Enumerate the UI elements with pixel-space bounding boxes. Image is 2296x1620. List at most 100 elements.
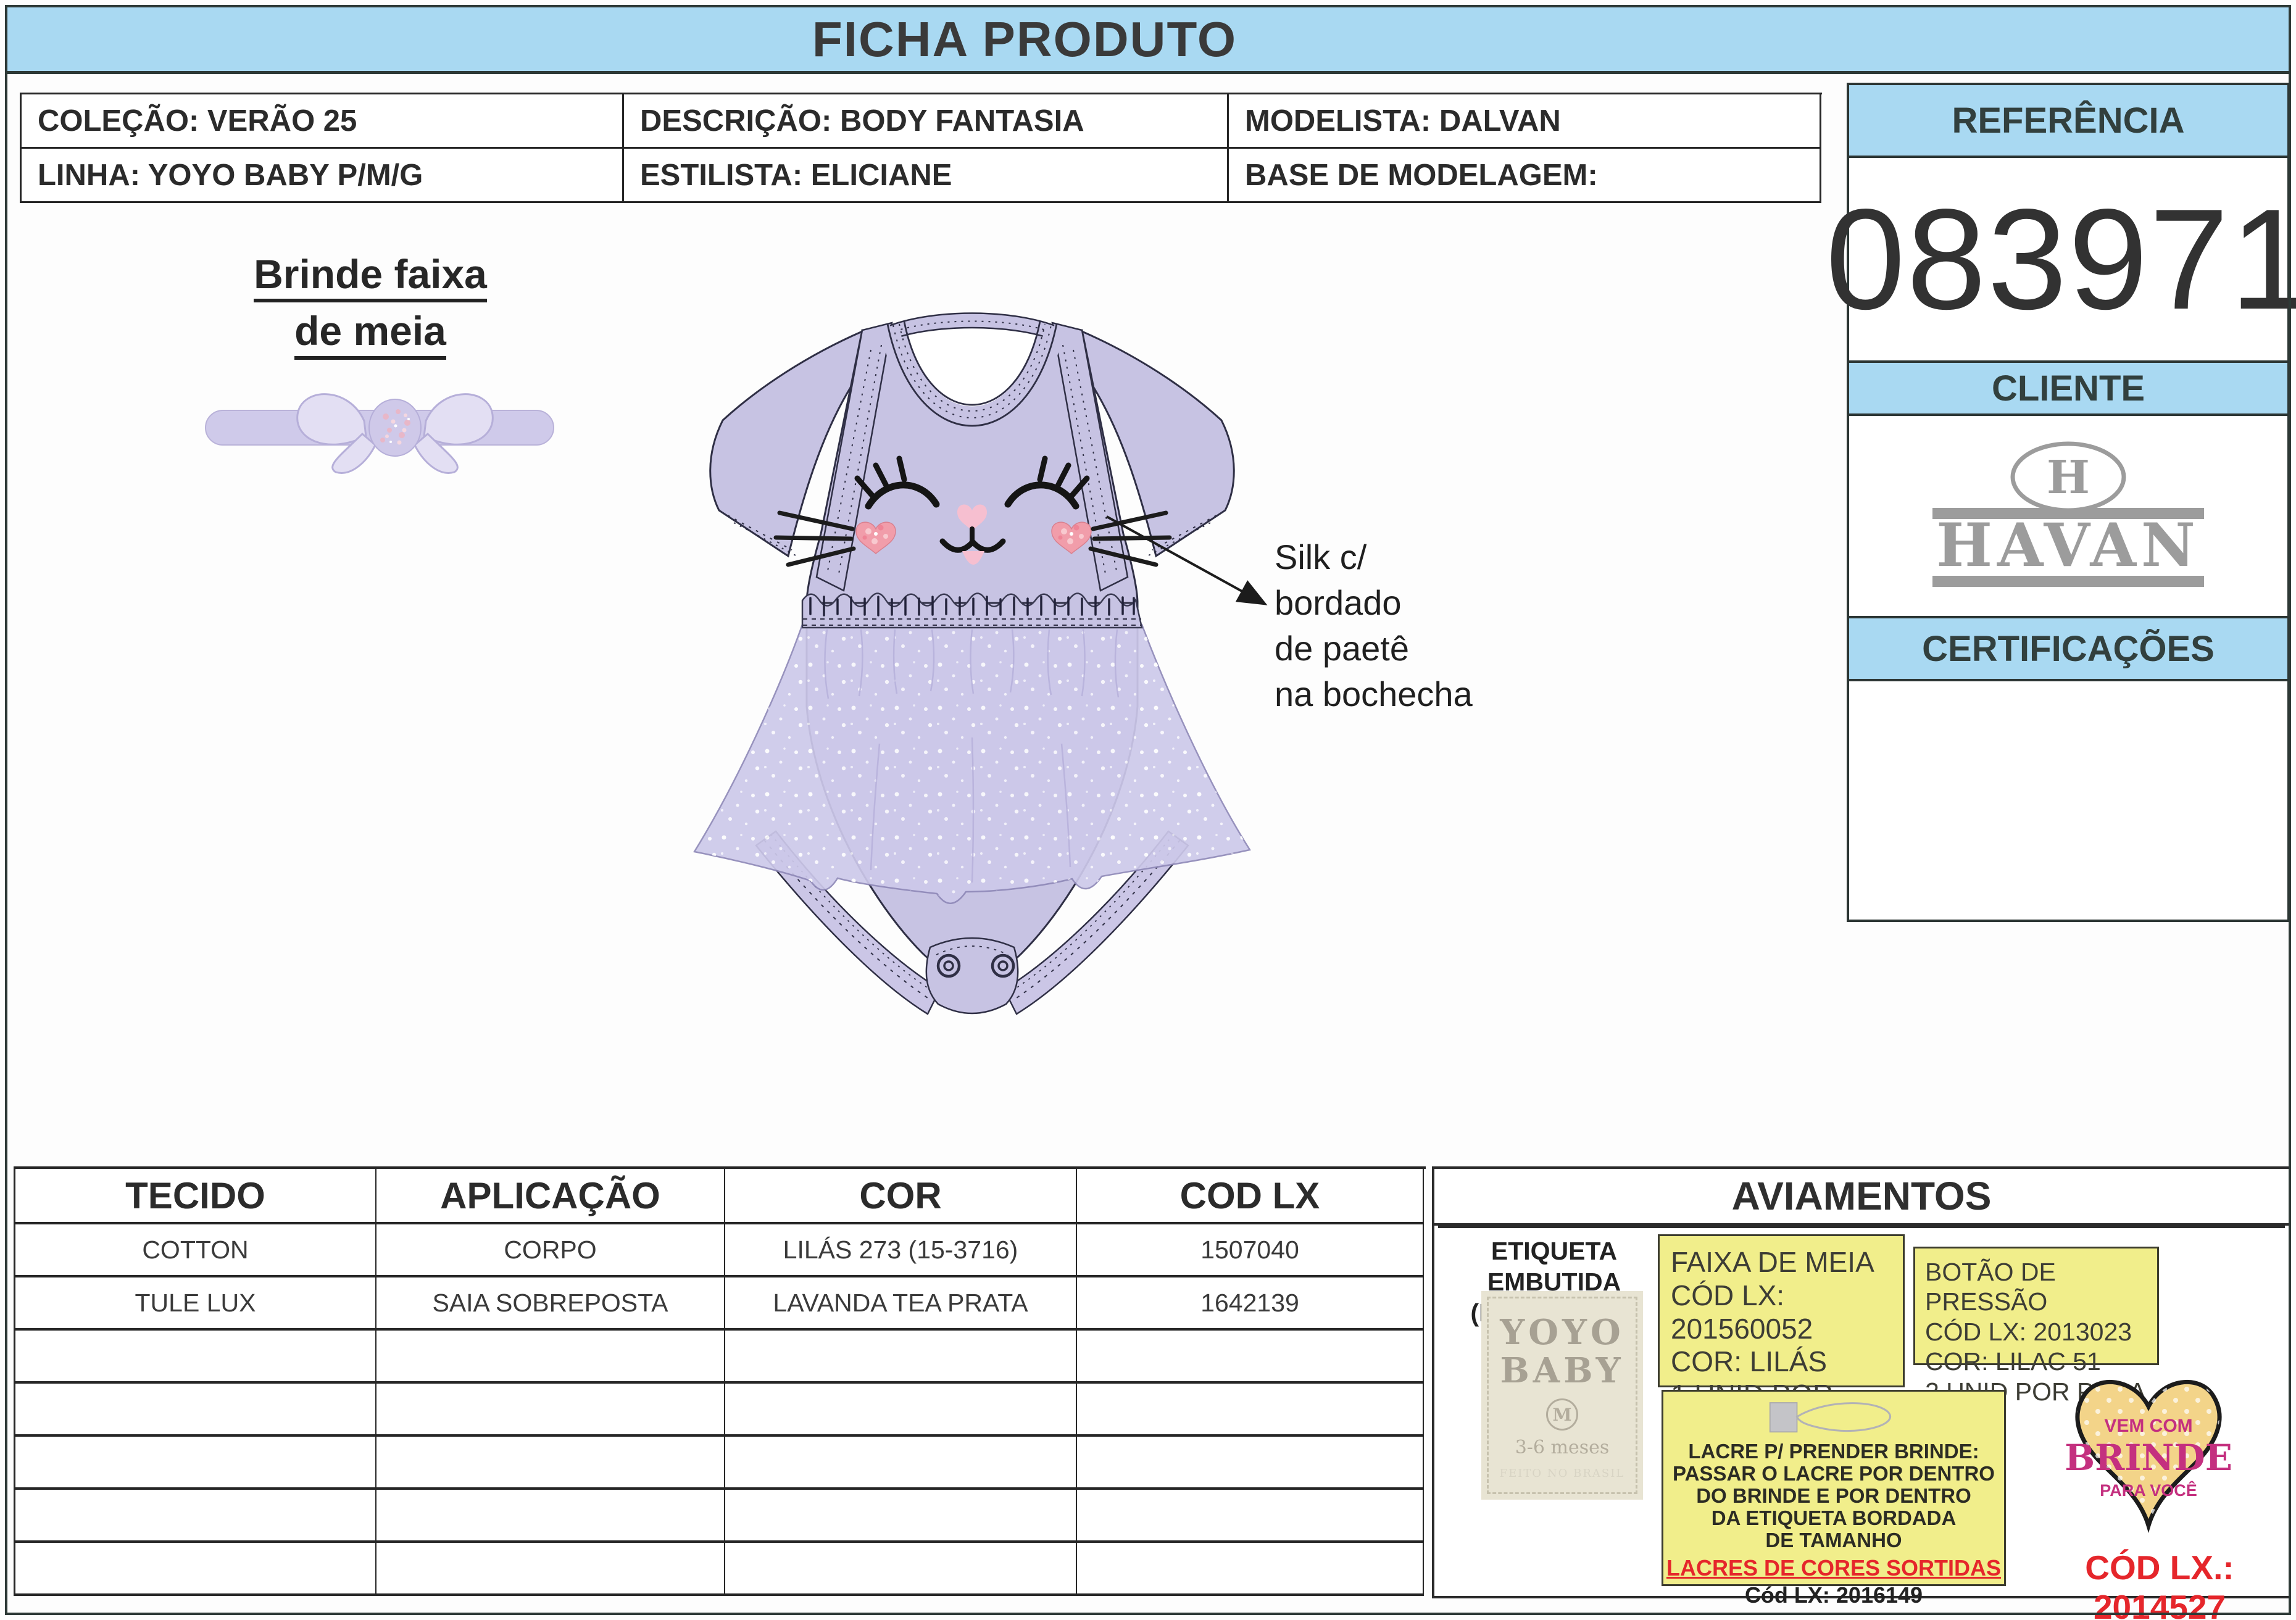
table-cell-empty — [1077, 1437, 1424, 1490]
yoyo-baby-tag: YOYO BABY M 3-6 meses FEITO NO BRASIL — [1481, 1291, 1643, 1500]
table-cell-empty — [1077, 1331, 1424, 1384]
table-cell: 1642139 — [1077, 1277, 1424, 1331]
cliente-logo-box: H HAVAN — [1847, 413, 2290, 618]
table-cell-empty — [15, 1331, 376, 1384]
havan-logo: H HAVAN — [1932, 441, 2204, 587]
referencia-header: REFERÊNCIA — [1847, 83, 2290, 158]
lacre-drawing — [1769, 1402, 1891, 1433]
annotation-arrow-icon — [1106, 515, 1268, 605]
snap-buttons — [936, 953, 1015, 978]
neckline-band — [879, 321, 1065, 432]
annotation-line: de paetê — [1275, 629, 1409, 668]
table-cell-empty — [15, 1437, 376, 1490]
faixa-line1: FAIXA DE MEIA — [1671, 1246, 1874, 1278]
havan-logo-letter: H — [2047, 451, 2090, 504]
headband-drawing — [205, 393, 554, 474]
table-cell-empty — [15, 1384, 376, 1437]
annotation-line: na bochecha — [1275, 675, 1473, 713]
lacre-instructions: LACRE P/ PRENDER BRINDE: PASSAR O LACRE … — [1673, 1440, 1995, 1551]
table-cell: LAVANDA TEA PRATA — [725, 1277, 1077, 1331]
silk-annotation: Silk c/ bordado de paetê na bochecha — [1275, 534, 1473, 717]
tulle-skirt — [693, 623, 1252, 904]
table-cell-empty — [725, 1384, 1077, 1437]
bow-knot — [368, 399, 422, 457]
certificacoes-box — [1847, 679, 2290, 922]
table-cell-empty — [725, 1490, 1077, 1543]
table-cell-empty — [376, 1490, 725, 1543]
table-cell-empty — [376, 1437, 725, 1490]
waist-ruffle — [801, 592, 1143, 629]
table-cell-empty — [376, 1331, 725, 1384]
fabric-col-header: COR — [725, 1169, 1077, 1224]
table-cell-empty — [15, 1543, 376, 1596]
table-cell-empty — [1077, 1543, 1424, 1596]
lacre-note: LACRE P/ PRENDER BRINDE: PASSAR O LACRE … — [1662, 1390, 2006, 1608]
annotation-line: Silk c/ — [1275, 538, 1367, 576]
certificacoes-header: CERTIFICAÇÕES — [1847, 616, 2290, 681]
heart-line1: VEM COM — [2104, 1416, 2192, 1436]
tag-inner: YOYO BABY M 3-6 meses FEITO NO BRASIL — [1487, 1297, 1637, 1494]
crotch-panel — [925, 937, 1019, 1015]
table-cell-empty — [725, 1331, 1077, 1384]
cliente-header: CLIENTE — [1847, 360, 2290, 416]
table-cell-empty — [376, 1384, 725, 1437]
sequin-cheek-right — [1051, 521, 1092, 554]
aviamentos-section: AVIAMENTOS ETIQUETA EMBUTIDA (NO DECOTE)… — [1432, 1166, 2291, 1620]
fabric-col-header: TECIDO — [15, 1169, 376, 1224]
tag-origin: FEITO NO BRASIL — [1499, 1467, 1625, 1480]
cod-lx-final: CÓD LX.: 2014527 — [2085, 1548, 2234, 1620]
botao-line3: COR: LILAC 51 — [1925, 1347, 2101, 1376]
faixa-line3: COR: LILÁS — [1671, 1345, 1828, 1378]
bodysuit-drawing — [693, 312, 1252, 1015]
page-title: FICHA PRODUTO — [812, 11, 1237, 67]
table-cell: CORPO — [376, 1224, 725, 1277]
fabric-col-header: APLICAÇÃO — [376, 1169, 725, 1224]
table-cell: SAIA SOBREPOSTA — [376, 1277, 725, 1331]
brinde-label-line1: Brinde faixa — [254, 252, 487, 303]
havan-logo-wordmark: HAVAN — [1936, 510, 2200, 580]
title-bar: FICHA PRODUTO — [7, 7, 2289, 74]
sequin-cheek-left — [855, 521, 896, 554]
tag-brand-line1: YOYO — [1500, 1312, 1624, 1353]
whiskers — [773, 510, 1172, 567]
table-cell-empty — [376, 1543, 725, 1596]
sleeves — [709, 330, 1235, 558]
aviamentos-title: AVIAMENTOS — [1434, 1169, 2289, 1226]
lacre-cod: Cód LX: 2016149 — [1744, 1582, 1923, 1608]
etiqueta-line1: ETIQUETA EMBUTIDA — [1487, 1237, 1621, 1296]
tag-brand-line2: BABY — [1500, 1350, 1624, 1391]
botao-line2: CÓD LX: 2013023 — [1925, 1317, 2132, 1346]
heart-line3: PARA VOCÊ — [2100, 1481, 2197, 1500]
botao-de-pressao-note: BOTÃO DE PRESSÃO CÓD LX: 2013023 COR: LI… — [1913, 1247, 2159, 1406]
faixa-line2: CÓD LX: 201560052 — [1671, 1279, 1813, 1345]
table-cell-empty — [725, 1543, 1077, 1596]
botao-line1: BOTÃO DE PRESSÃO — [1925, 1258, 2056, 1316]
field-linha: LINHA: YOYO BABY P/M/G — [22, 149, 624, 203]
table-cell-empty — [725, 1437, 1077, 1490]
field-colecao: COLEÇÃO: VERÃO 25 — [22, 94, 624, 149]
table-cell: LILÁS 273 (15-3716) — [725, 1224, 1077, 1277]
faixa-de-meia-note: FAIXA DE MEIA CÓD LX: 201560052 COR: LIL… — [1658, 1234, 1905, 1444]
referencia-value: 083971 — [1826, 156, 2296, 363]
table-cell: COTTON — [15, 1224, 376, 1277]
brinde-label: Brinde faixa de meia — [185, 252, 555, 367]
table-cell: TULE LUX — [15, 1277, 376, 1331]
product-info-table: COLEÇÃO: VERÃO 25 DESCRIÇÃO: BODY FANTAS… — [20, 93, 1822, 203]
field-base-modelagem: BASE DE MODELAGEM: — [1229, 149, 1821, 203]
heart-sticker: VEM COM BRINDE PARA VOCÊ — [2065, 1380, 2232, 1534]
cat-face-print — [773, 455, 1172, 567]
table-cell-empty — [1077, 1384, 1424, 1437]
tag-age: 3-6 meses — [1515, 1437, 1610, 1458]
annotation-line: bordado — [1275, 583, 1402, 622]
field-estilista: ESTILISTA: ELICIANE — [624, 149, 1229, 203]
field-descricao: DESCRIÇÃO: BODY FANTASIA — [624, 94, 1229, 149]
tag-size-badge: M — [1546, 1398, 1578, 1431]
table-cell: 1507040 — [1077, 1224, 1424, 1277]
fabric-table: TECIDO APLICAÇÃO COR COD LX COTTON CORPO… — [14, 1166, 1426, 1596]
heart-line2: BRINDE — [2065, 1437, 2232, 1479]
table-cell-empty — [15, 1490, 376, 1543]
brinde-label-line2: de meia — [294, 310, 446, 360]
lacre-warning: LACRES DE CORES SORTIDAS — [1666, 1555, 2002, 1581]
table-cell-empty — [1077, 1490, 1424, 1543]
